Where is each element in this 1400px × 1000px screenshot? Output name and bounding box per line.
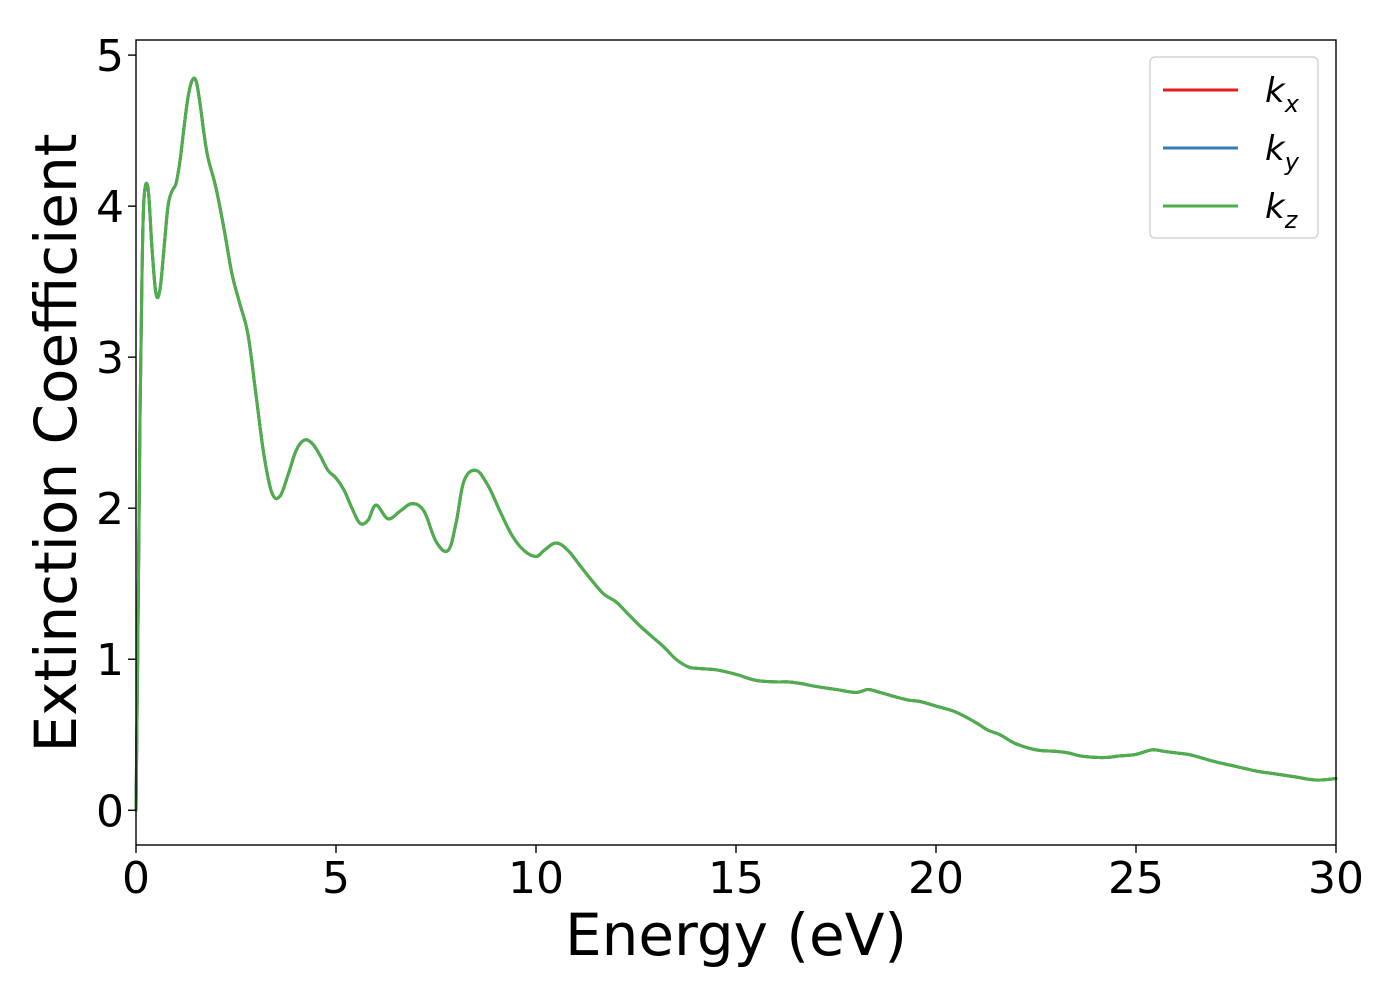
x-axis-ticks: 0 5 10 15 20 25 30 [122,845,1364,904]
data-lines [134,76,1338,812]
y-tick-label: 3 [96,333,124,384]
x-tick-label: 0 [122,853,150,904]
legend-label-kz: kz [1265,187,1299,234]
plot-background [136,40,1336,845]
y-tick-label: 5 [96,31,124,82]
y-tick-label: 4 [96,182,124,233]
y-tick-label: 1 [96,635,124,686]
x-tick-label: 30 [1308,853,1364,904]
series-line-kz [134,76,1338,812]
legend-label-kx: kx [1265,71,1300,118]
x-tick-label: 15 [708,853,764,904]
x-tick-label: 25 [1108,853,1164,904]
x-tick-label: 5 [322,853,350,904]
y-tick-label: 2 [96,484,124,535]
y-axis-ticks: 0 1 2 3 4 5 [96,31,136,837]
legend: kx ky kz [1149,56,1319,239]
x-tick-label: 10 [508,853,564,904]
x-axis-label: Energy (eV) [565,901,907,969]
legend-label-ky: ky [1265,129,1300,176]
y-axis-label: Extinction Coefficient [22,134,90,753]
x-tick-label: 20 [908,853,964,904]
legend-entries: kx ky kz [1163,71,1300,234]
y-tick-label: 0 [96,786,124,837]
